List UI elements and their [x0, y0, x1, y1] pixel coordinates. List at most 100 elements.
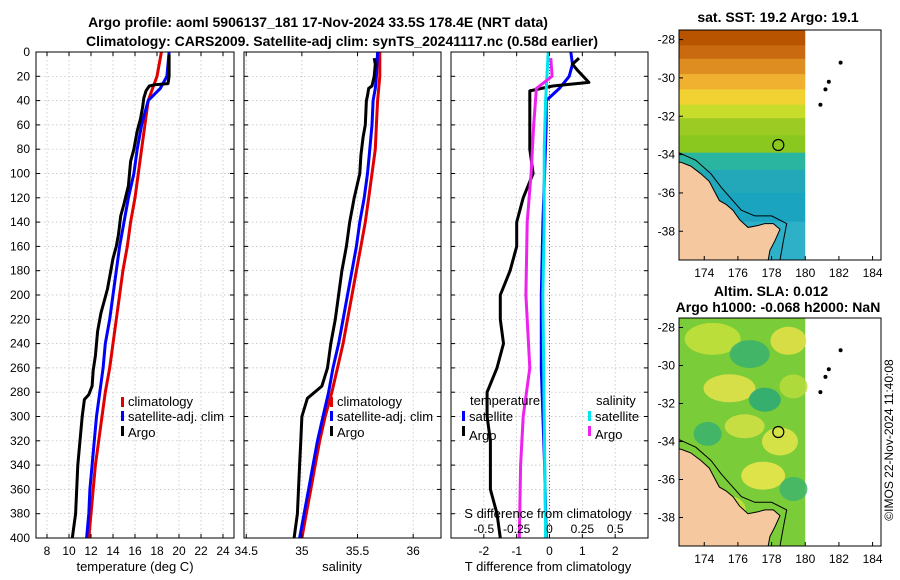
s-tick-label: -0.25: [503, 522, 531, 536]
legend-marker-climatology: [330, 397, 333, 407]
island-marker: [823, 374, 828, 379]
x-tick-label: 35.5: [346, 544, 370, 558]
y-tick-label: 0: [23, 45, 30, 59]
lat-tick-label: -36: [658, 186, 676, 200]
legend-climatology: climatology: [128, 394, 194, 409]
y-tick-label: 320: [10, 434, 30, 448]
legend-marker-s-argo: [588, 426, 591, 436]
legend-argo: Argo: [337, 425, 364, 440]
sst-field-band: [679, 74, 806, 90]
sst-field-band: [679, 89, 806, 106]
x-tick-label: 24: [216, 544, 230, 558]
lat-tick-label: -36: [658, 473, 676, 487]
lon-tick-label: 174: [694, 266, 714, 280]
axes-frame: [243, 51, 442, 539]
legend-marker-climatology: [121, 397, 124, 407]
tdiff-xlabel: T difference from climatology: [465, 559, 632, 574]
island-marker: [826, 79, 831, 84]
legend-t-satellite: satellite: [469, 409, 513, 424]
x-tick-label: 36: [406, 544, 420, 558]
y-tick-label: 360: [10, 482, 30, 496]
island-marker: [818, 102, 823, 107]
x-tick-label: 34.5: [235, 544, 259, 558]
lon-tick-label: 184: [863, 266, 883, 280]
lat-tick-label: -30: [658, 71, 676, 85]
s-tick-label: -0.5: [473, 522, 494, 536]
island-marker: [838, 348, 843, 353]
y-tick-label: 140: [10, 215, 30, 229]
temperature-xlabel: temperature (deg C): [76, 559, 193, 574]
argo-position-marker: [772, 138, 785, 152]
series-line-s-argo: [517, 57, 554, 538]
series-line-climatology: [300, 52, 382, 538]
lon-tick-label: 178: [762, 266, 782, 280]
y-tick-label: 200: [10, 288, 30, 302]
legend-salinity-heading: salinity: [596, 393, 636, 408]
series-line-satellite-adj-clim: [298, 52, 380, 538]
y-tick-label: 20: [17, 69, 31, 83]
sdiff-xlabel: S difference from climatology: [464, 506, 632, 521]
lat-tick-label: -38: [658, 224, 676, 238]
x-tick-label: 12: [84, 544, 98, 558]
sla-anomaly-blob: [779, 477, 808, 501]
sla-anomaly-blob: [741, 461, 786, 490]
legend-s-satellite: satellite: [595, 409, 639, 424]
y-tick-label: 80: [17, 142, 31, 156]
legend-marker-s-satellite: [588, 411, 591, 421]
salinity-legend: climatology satellite-adj. clim Argo: [330, 394, 433, 440]
figure-title-line2: Climatology: CARS2009. Satellite-adj cli…: [86, 33, 598, 49]
salinity-profile-series: [292, 52, 382, 538]
sla-anomaly-blob: [693, 421, 722, 446]
x-tick-label: 18: [150, 544, 164, 558]
island-marker: [826, 367, 831, 372]
s-tick-label: 0.5: [607, 522, 624, 536]
lon-tick-label: 178: [762, 552, 782, 566]
legend-marker-argo: [330, 426, 333, 436]
imos-credit: ©IMOS 22-Nov-2024 11:40:08: [882, 359, 896, 521]
legend-t-argo: Argo: [469, 428, 496, 443]
lat-tick-label: -30: [658, 359, 676, 373]
difference-profile-series: [485, 52, 591, 538]
series-line-climatology: [87, 52, 163, 538]
lon-tick-label: 180: [795, 266, 815, 280]
sla-anomaly-blob: [684, 322, 741, 355]
legend-marker-t-satellite: [462, 411, 465, 421]
x-tick-label: 8: [44, 544, 51, 558]
sst-field-band: [679, 152, 806, 171]
y-tick-label: 100: [10, 167, 30, 181]
sst-field-band: [679, 45, 806, 60]
map-frame: [678, 29, 882, 261]
lon-tick-label: 182: [829, 552, 849, 566]
sst-map: 174 176 178 180 182 184 -28 -30 -32 -34 -36 -38: [658, 29, 883, 280]
sla-anomaly-blob: [703, 374, 756, 403]
y-tick-label: 280: [10, 385, 30, 399]
y-tick-label: 260: [10, 361, 30, 375]
x-tick-label: 2: [612, 544, 619, 558]
x-tick-label: 22: [194, 544, 208, 558]
series-line-satellite-adj-clim: [85, 52, 171, 538]
legend-argo: Argo: [128, 425, 155, 440]
lat-tick-label: -32: [658, 109, 676, 123]
salinity-xlabel: salinity: [322, 559, 362, 574]
land-mass: [679, 448, 781, 546]
legend-satellite-adj: satellite-adj. clim: [337, 409, 433, 424]
sst-field-band: [679, 104, 806, 119]
x-tick-label: -1: [511, 544, 522, 558]
sla-anomaly-blob: [729, 340, 770, 369]
sla-anomaly-blob: [724, 414, 765, 439]
sla-anomaly-blob: [779, 374, 808, 399]
difference-legend: temperature satellite Argo salinity sate…: [462, 393, 639, 443]
y-tick-label: 340: [10, 458, 30, 472]
island-marker: [823, 87, 828, 92]
sst-map-content: [679, 30, 843, 260]
temperature-legend: climatology satellite-adj. clim Argo: [121, 394, 224, 440]
lon-tick-label: 180: [795, 552, 815, 566]
lat-tick-label: -28: [658, 33, 676, 47]
shelf-contour: [679, 439, 788, 546]
legend-marker-argo: [121, 426, 124, 436]
series-line-argo: [292, 57, 377, 538]
island-marker: [838, 60, 843, 65]
salinity-profile-panel: 34.5 35 35.5 36: [235, 51, 442, 558]
sla-anomaly-blob: [762, 427, 798, 456]
